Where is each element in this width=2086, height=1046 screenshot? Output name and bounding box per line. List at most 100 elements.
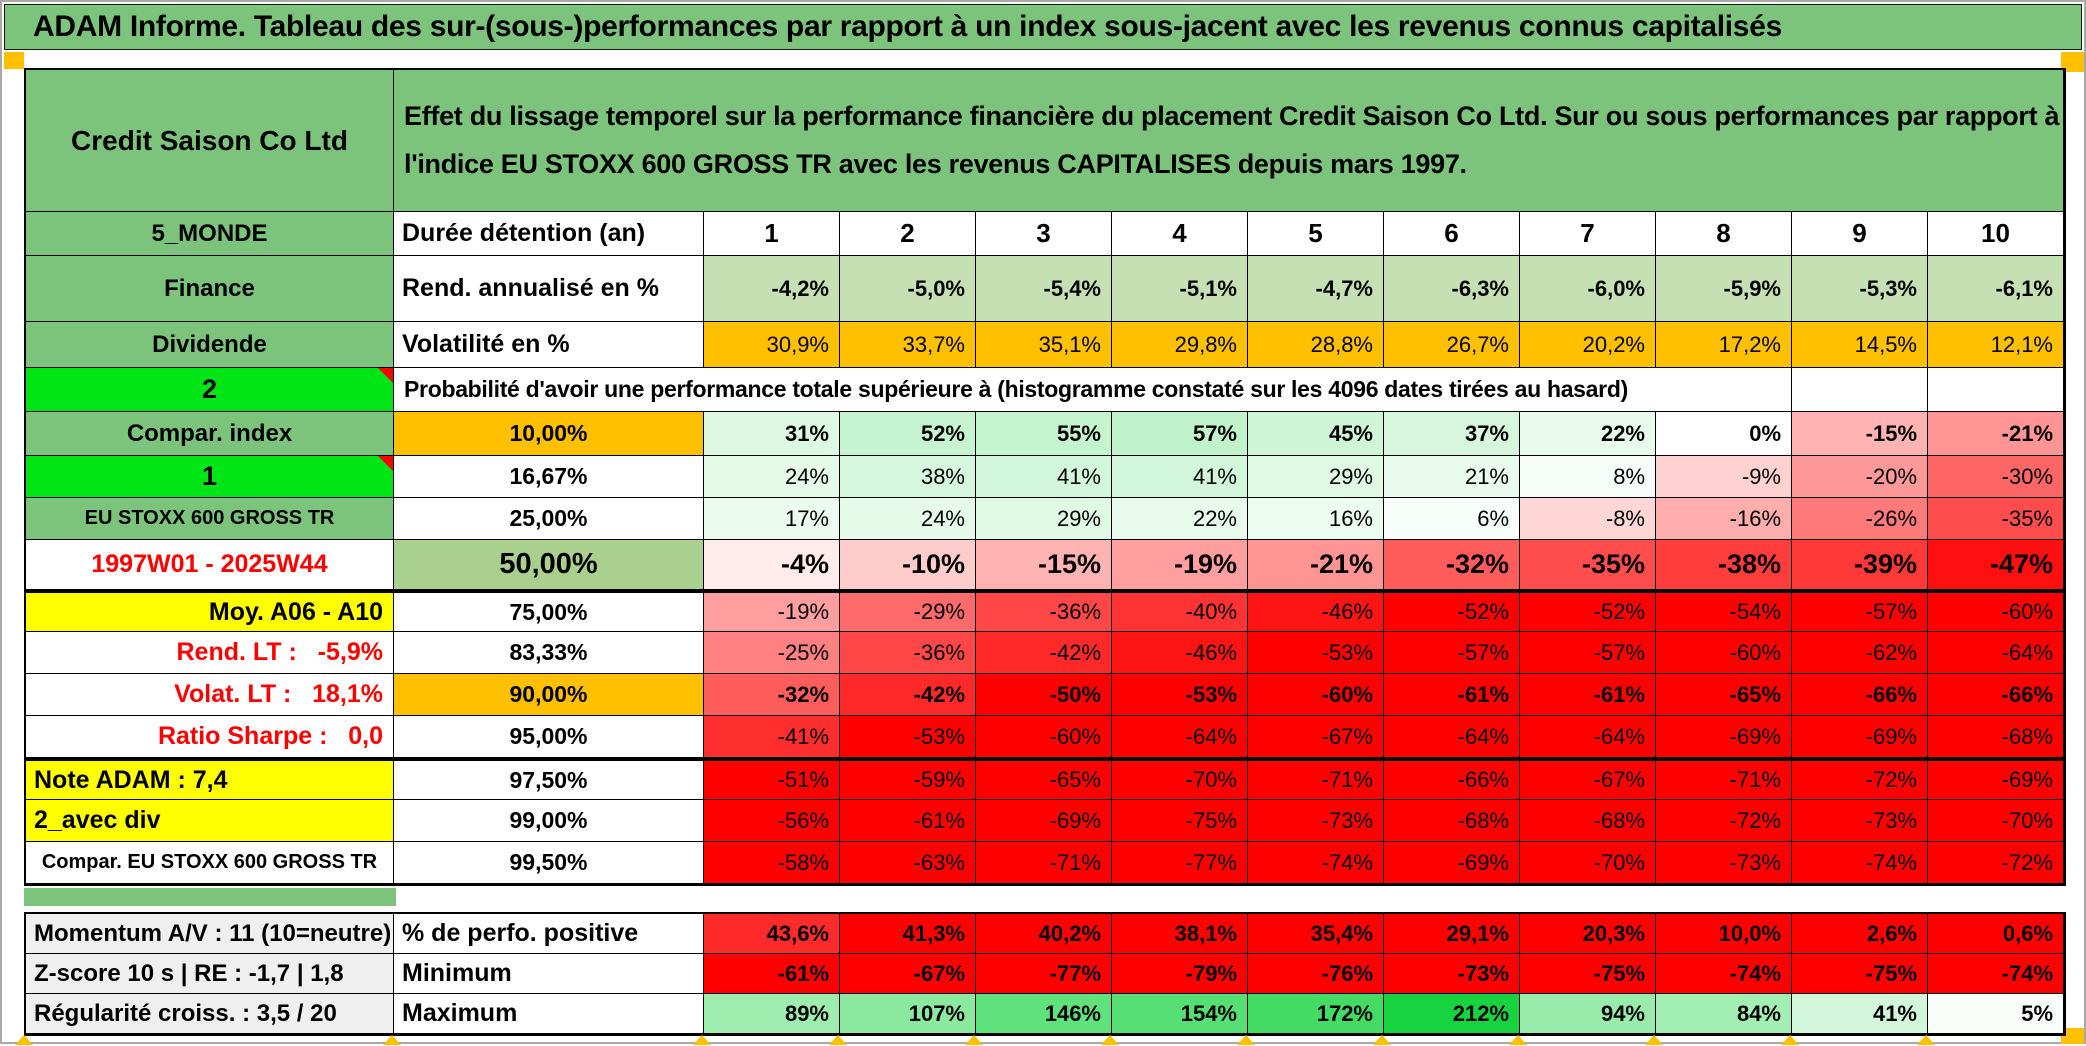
cell[interactable]: -69%	[976, 800, 1112, 842]
cell[interactable]: -73%	[1792, 800, 1928, 842]
cell[interactable]: 26,7%	[1384, 322, 1520, 368]
row-header[interactable]: Maximum	[394, 994, 704, 1034]
cell[interactable]: 3	[976, 212, 1112, 256]
cell[interactable]: -21%	[1928, 412, 2064, 456]
cell[interactable]: -68%	[1384, 800, 1520, 842]
cell[interactable]: -72%	[1928, 842, 2064, 884]
cell[interactable]: 33,7%	[840, 322, 976, 368]
cell[interactable]: -6,1%	[1928, 256, 2064, 322]
cell[interactable]: -68%	[1928, 716, 2064, 758]
cell[interactable]: -75%	[1792, 954, 1928, 994]
cell[interactable]: -67%	[1520, 758, 1656, 800]
row-label[interactable]: Moy. A06 - A10	[26, 590, 394, 632]
cell[interactable]: 146%	[976, 994, 1112, 1034]
cell[interactable]: -53%	[1248, 632, 1384, 674]
cell[interactable]: 52%	[840, 412, 976, 456]
cell[interactable]: -70%	[1520, 842, 1656, 884]
cell[interactable]: 154%	[1112, 994, 1248, 1034]
cell[interactable]: -29%	[840, 590, 976, 632]
cell[interactable]: 12,1%	[1928, 322, 2064, 368]
cell[interactable]: -58%	[704, 842, 840, 884]
cell[interactable]: -40%	[1112, 590, 1248, 632]
cell[interactable]: 7	[1520, 212, 1656, 256]
cell[interactable]: -70%	[1928, 800, 2064, 842]
cell[interactable]: -42%	[976, 632, 1112, 674]
cell[interactable]: -63%	[840, 842, 976, 884]
cell[interactable]: -52%	[1384, 590, 1520, 632]
cell[interactable]: -75%	[1520, 954, 1656, 994]
cell[interactable]: -66%	[1792, 674, 1928, 716]
cell[interactable]: 35,1%	[976, 322, 1112, 368]
cell[interactable]: -5,3%	[1792, 256, 1928, 322]
row-header[interactable]: 83,33%	[394, 632, 704, 674]
cell[interactable]: 24%	[704, 456, 840, 498]
row-label[interactable]: 5_MONDE	[26, 212, 394, 256]
page-title[interactable]: ADAM Informe. Tableau des sur-(sous-)per…	[4, 4, 2082, 50]
cell[interactable]: -42%	[840, 674, 976, 716]
cell[interactable]: -74%	[1248, 842, 1384, 884]
cell[interactable]: -62%	[1792, 632, 1928, 674]
cell[interactable]: -5,9%	[1656, 256, 1792, 322]
cell[interactable]: -60%	[1248, 674, 1384, 716]
cell[interactable]: 107%	[840, 994, 976, 1034]
cell[interactable]: 41%	[1792, 994, 1928, 1034]
row-label[interactable]: Régularité croiss. : 3,5 / 20	[26, 994, 394, 1034]
cell[interactable]: 30,9%	[704, 322, 840, 368]
cell[interactable]: -25%	[704, 632, 840, 674]
cell[interactable]: 0,6%	[1928, 914, 2064, 954]
cell[interactable]: 94%	[1520, 994, 1656, 1034]
cell[interactable]: -60%	[1928, 590, 2064, 632]
cell[interactable]: -35%	[1520, 540, 1656, 590]
cell[interactable]: -71%	[1656, 758, 1792, 800]
cell[interactable]: 6	[1384, 212, 1520, 256]
cell[interactable]: -36%	[840, 632, 976, 674]
row-label[interactable]: 1997W01 - 2025W44	[26, 540, 394, 590]
cell[interactable]: -72%	[1656, 800, 1792, 842]
cell[interactable]: -50%	[976, 674, 1112, 716]
row-header[interactable]: Durée détention (an)	[394, 212, 704, 256]
cell[interactable]: -5,4%	[976, 256, 1112, 322]
row-header[interactable]: 75,00%	[394, 590, 704, 632]
cell[interactable]: -66%	[1384, 758, 1520, 800]
cell[interactable]: -8%	[1520, 498, 1656, 540]
cell[interactable]: -10%	[840, 540, 976, 590]
cell[interactable]: -36%	[976, 590, 1112, 632]
cell[interactable]: -74%	[1792, 842, 1928, 884]
cell[interactable]: 89%	[704, 994, 840, 1034]
cell[interactable]: -69%	[1928, 758, 2064, 800]
cell[interactable]: -59%	[840, 758, 976, 800]
cell[interactable]: 31%	[704, 412, 840, 456]
cell[interactable]: 38,1%	[1112, 914, 1248, 954]
cell[interactable]: -46%	[1112, 632, 1248, 674]
row-label[interactable]: 2	[26, 368, 394, 412]
cell[interactable]: 29,8%	[1112, 322, 1248, 368]
cell[interactable]: -60%	[1656, 632, 1792, 674]
row-header[interactable]: 10,00%	[394, 412, 704, 456]
cell[interactable]: -57%	[1520, 632, 1656, 674]
probability-caption-cell[interactable]: Probabilité d'avoir une performance tota…	[394, 368, 1792, 412]
cell[interactable]: 4	[1112, 212, 1248, 256]
cell[interactable]: 22%	[1112, 498, 1248, 540]
cell[interactable]: -39%	[1792, 540, 1928, 590]
cell[interactable]: 57%	[1112, 412, 1248, 456]
cell[interactable]: -61%	[704, 954, 840, 994]
cell[interactable]: -75%	[1112, 800, 1248, 842]
cell[interactable]: -74%	[1656, 954, 1792, 994]
cell[interactable]: 29%	[976, 498, 1112, 540]
cell[interactable]: 8%	[1520, 456, 1656, 498]
cell[interactable]: -61%	[1384, 674, 1520, 716]
cell[interactable]: 55%	[976, 412, 1112, 456]
cell[interactable]: -30%	[1928, 456, 2064, 498]
cell[interactable]: 16%	[1248, 498, 1384, 540]
cell[interactable]: -77%	[1112, 842, 1248, 884]
cell[interactable]: -70%	[1112, 758, 1248, 800]
cell[interactable]: -56%	[704, 800, 840, 842]
cell[interactable]: -74%	[1928, 954, 2064, 994]
cell[interactable]: -35%	[1928, 498, 2064, 540]
row-label[interactable]: Ratio Sharpe : 0,0	[26, 716, 394, 758]
cell[interactable]: 37%	[1384, 412, 1520, 456]
row-header[interactable]: 90,00%	[394, 674, 704, 716]
cell[interactable]: -15%	[1792, 412, 1928, 456]
row-label[interactable]: Momentum A/V : 11 (10=neutre)	[26, 914, 394, 954]
row-label[interactable]: Dividende	[26, 322, 394, 368]
